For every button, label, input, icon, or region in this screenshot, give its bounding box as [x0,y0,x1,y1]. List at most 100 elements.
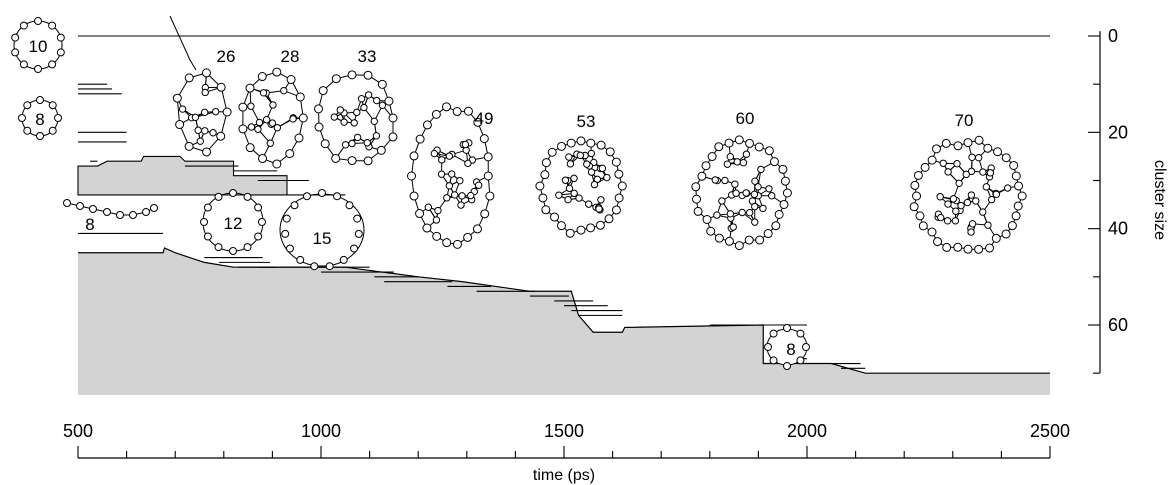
cage-label-53: 53 [577,112,596,131]
atom [987,195,996,204]
atom [974,135,984,145]
atom [983,143,993,153]
atom [993,147,1003,157]
atom [974,244,984,254]
atom [178,105,187,113]
cage-label-49: 49 [475,109,494,128]
atom [1001,153,1011,163]
atom [909,202,919,212]
atom [590,180,599,189]
atom [751,218,759,226]
atom [450,191,459,199]
atom [282,214,291,223]
atom [243,192,252,201]
y-axis: 0 20 40 60 cluster size [1088,26,1168,374]
ring-atoms [11,17,65,73]
atom [422,223,432,233]
atom [268,119,277,127]
atom [707,152,717,162]
atom [485,191,495,201]
atom [540,170,550,180]
atom [1007,221,1017,231]
atom [1009,160,1019,170]
atom [209,129,217,137]
atom [281,229,290,238]
atom [944,168,952,176]
atom [353,214,362,223]
atom [463,106,473,116]
atom [461,140,470,149]
cage-network [314,70,398,166]
atom [603,173,611,182]
ring-label-8: 8 [35,110,44,129]
atom [463,232,473,242]
y-tick-label: 20 [1108,122,1128,142]
atom [943,217,952,225]
cage-49-sketch: 49 [407,102,495,249]
atom [172,93,182,103]
atom [214,243,223,252]
atom [310,262,319,271]
atom [373,96,381,105]
atom [211,107,220,116]
fragment-lines-layer [78,35,1050,369]
atom [266,139,275,147]
cage-network [407,102,495,249]
atom [347,70,357,80]
atom [438,156,446,164]
cage-26-sketch: 26 [169,15,235,157]
atom [201,88,209,97]
atom [432,216,441,224]
atom [353,133,362,142]
atom [245,143,255,153]
atom [34,65,42,73]
chain-atoms [63,199,158,219]
atom [19,21,28,30]
cage-28-sketch: 28 [238,47,308,169]
atom [555,191,563,199]
atom [1011,211,1021,221]
atom [782,188,792,198]
atom [614,193,624,203]
atom [963,138,973,148]
atom [314,122,324,132]
atom [254,232,263,241]
atom [330,113,339,121]
atom [739,158,748,167]
atom [445,152,454,160]
atom [984,221,992,229]
atom [258,218,266,226]
atom [472,224,482,234]
atom [587,168,596,176]
cage-label-70: 70 [955,111,974,130]
atom [783,362,791,370]
atom [201,68,211,78]
atom [345,201,354,210]
atom [245,83,255,93]
atom [184,73,194,83]
atom [202,147,212,157]
atom [320,139,330,149]
atom [372,132,381,140]
atom [953,141,963,151]
atom [915,211,925,221]
cage-network [535,136,627,238]
atom [920,162,930,172]
cage-network [238,67,308,169]
atom [191,113,200,121]
atom [931,144,941,154]
atom [566,138,576,148]
atom [570,174,578,183]
atom [318,189,326,197]
atom [951,217,960,225]
atom [347,156,357,166]
y-tick-labels: 0 20 40 60 [1108,26,1128,335]
atom [759,204,767,213]
atom [764,146,774,156]
y-tick-label: 40 [1108,219,1128,239]
x-tick-label: 1000 [301,421,341,441]
atom [605,147,615,157]
atom [714,142,724,152]
atom [968,220,977,228]
atom [754,142,764,152]
